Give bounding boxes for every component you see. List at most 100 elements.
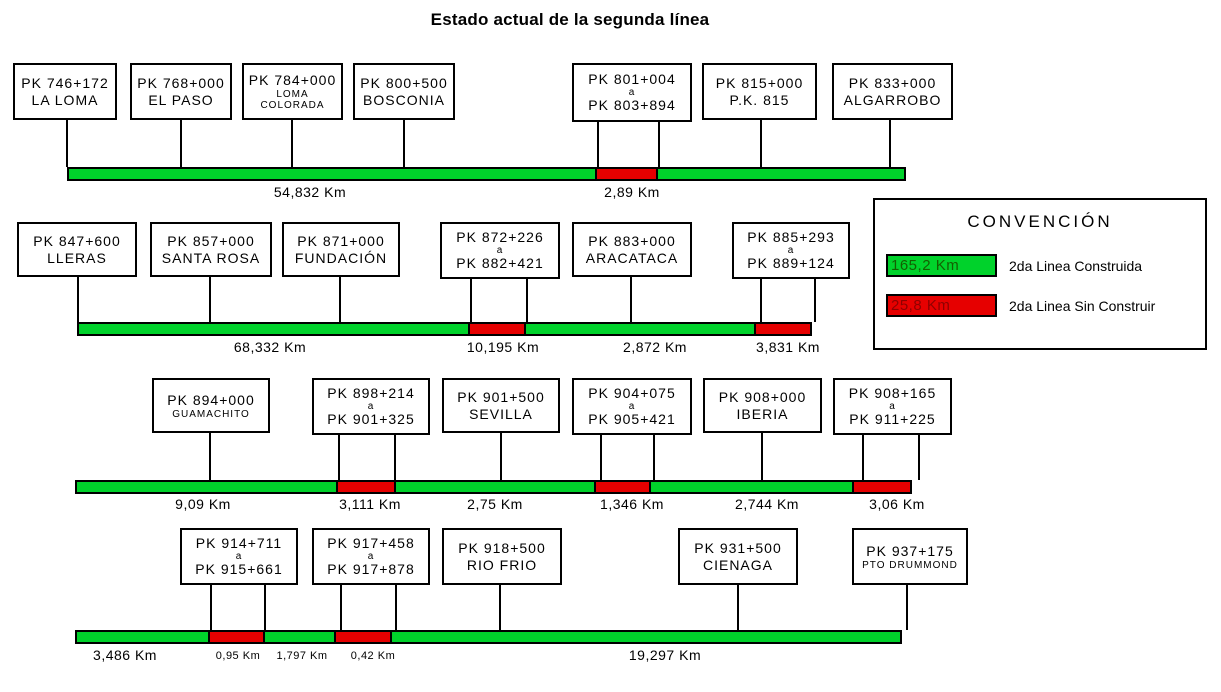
station-pk-label: PK 768+000: [137, 74, 225, 91]
connector-line: [658, 122, 660, 167]
station-box: PK 901+500 SEVILLA: [442, 378, 560, 433]
segment-length-label: 3,486 Km: [93, 647, 157, 663]
range-separator-label: a: [889, 401, 896, 412]
station-name-label: FUNDACIÓN: [294, 249, 388, 266]
station-pk-label: PK 847+600: [33, 232, 121, 249]
segment-length-label: 3,111 Km: [339, 496, 401, 512]
range-pk-end-label: PK 911+225: [849, 411, 936, 427]
connector-line: [500, 433, 502, 480]
station-box: PK 768+000 EL PASO: [130, 63, 232, 120]
station-pk-label: PK 746+172: [21, 74, 109, 91]
station-name-label: RIO FRIO: [466, 556, 538, 573]
connector-line: [339, 277, 341, 322]
track-bar: [75, 630, 910, 644]
connector-line: [597, 122, 599, 167]
legend-unbuilt-label: 2da Linea Sin Construir: [1009, 298, 1156, 314]
connector-line: [653, 435, 655, 480]
segment-unbuilt: [594, 480, 651, 494]
connector-line: [470, 279, 472, 322]
range-pk-end-label: PK 889+124: [747, 255, 835, 271]
connector-line: [906, 585, 908, 630]
station-box: PK 931+500 CIENAGA: [678, 528, 798, 585]
segment-built: [67, 167, 597, 181]
station-name-label: GUAMACHITO: [172, 408, 250, 420]
segment-length-label: 2,872 Km: [623, 339, 687, 355]
track-bar: [67, 167, 910, 181]
segment-built: [263, 630, 336, 644]
segment-unbuilt: [334, 630, 392, 644]
segment-built: [649, 480, 854, 494]
station-name-label: PTO DRUMMOND: [862, 559, 958, 571]
connector-line: [737, 585, 739, 630]
segment-unbuilt: [852, 480, 912, 494]
segment-unbuilt: [754, 322, 812, 336]
legend-box: CONVENCIÓN 165,2 Km 2da Linea Construida…: [873, 198, 1207, 350]
segment-unbuilt: [208, 630, 265, 644]
station-pk-label: PK 784+000: [248, 72, 337, 88]
connector-line: [526, 279, 528, 322]
range-box: PK 872+226 a PK 882+421: [440, 222, 560, 279]
station-name-label: P.K. 815: [729, 91, 790, 108]
station-pk-label: PK 857+000: [167, 232, 255, 249]
range-pk-end-label: PK 901+325: [327, 411, 415, 427]
legend-unbuilt-swatch: 25,8 Km: [886, 294, 997, 317]
station-box: PK 784+000 LOMA COLORADA: [242, 63, 343, 120]
range-pk-start-label: PK 872+226: [456, 229, 544, 245]
range-box: PK 908+165 a PK 911+225: [833, 378, 952, 435]
station-pk-label: PK 883+000: [588, 232, 676, 249]
station-name-label: SEVILLA: [469, 405, 533, 422]
connector-line: [403, 120, 405, 167]
range-box: PK 904+075 a PK 905+421: [572, 378, 692, 435]
station-name-label: LLERAS: [47, 249, 107, 266]
segment-length-label: 3,06 Km: [869, 496, 925, 512]
connector-line: [180, 120, 182, 167]
connector-line: [209, 433, 211, 480]
range-box: PK 898+214 a PK 901+325: [312, 378, 430, 435]
station-box: PK 857+000 SANTA ROSA: [150, 222, 272, 277]
station-box: PK 908+000 IBERIA: [703, 378, 822, 433]
segment-length-label: 2,89 Km: [604, 184, 660, 200]
station-name-label: SANTA ROSA: [161, 249, 261, 266]
range-separator-label: a: [496, 245, 504, 256]
diagram-title: Estado actual de la segunda línea: [430, 10, 710, 29]
range-pk-end-label: PK 917+878: [327, 561, 415, 577]
station-pk-label: PK 800+500: [360, 74, 448, 91]
range-separator-label: a: [628, 401, 636, 412]
connector-line: [889, 120, 891, 167]
range-pk-start-label: PK 801+004: [588, 71, 676, 87]
station-pk-label: PK 894+000: [167, 391, 255, 408]
segment-length-label: 1,346 Km: [600, 496, 664, 512]
connector-line: [499, 585, 501, 630]
station-name-label: LA LOMA: [31, 91, 99, 108]
range-pk-end-label: PK 882+421: [456, 255, 544, 271]
station-pk-label: PK 871+000: [297, 232, 385, 249]
range-separator-label: a: [787, 245, 795, 256]
segment-built: [75, 480, 338, 494]
station-pk-label: PK 918+500: [458, 539, 546, 556]
connector-line: [264, 585, 266, 630]
segment-built: [656, 167, 906, 181]
range-separator-label: a: [628, 87, 636, 98]
station-name-label: ARACATACA: [585, 249, 679, 266]
range-pk-end-label: PK 915+661: [195, 561, 283, 577]
connector-line: [918, 435, 920, 480]
connector-line: [862, 435, 864, 480]
range-separator-label: a: [367, 401, 375, 412]
segment-built: [75, 630, 210, 644]
station-name-label: EL PASO: [148, 91, 214, 108]
segment-length-label: 2,744 Km: [735, 496, 799, 512]
connector-line: [66, 120, 68, 167]
station-name-label: ALGARROBO: [843, 91, 942, 108]
station-name-label: LOMA: [276, 89, 309, 100]
station-name-label: CIENAGA: [702, 556, 773, 573]
station-box: PK 746+172 LA LOMA: [13, 63, 117, 120]
connector-line: [630, 277, 632, 322]
segment-length-label: 2,75 Km: [467, 496, 523, 512]
track-bar: [75, 480, 922, 494]
range-separator-label: a: [367, 551, 375, 562]
segment-unbuilt: [468, 322, 526, 336]
station-name-label: IBERIA: [736, 405, 789, 422]
station-name-label: BOSCONIA: [363, 91, 445, 108]
connector-line: [760, 279, 762, 322]
